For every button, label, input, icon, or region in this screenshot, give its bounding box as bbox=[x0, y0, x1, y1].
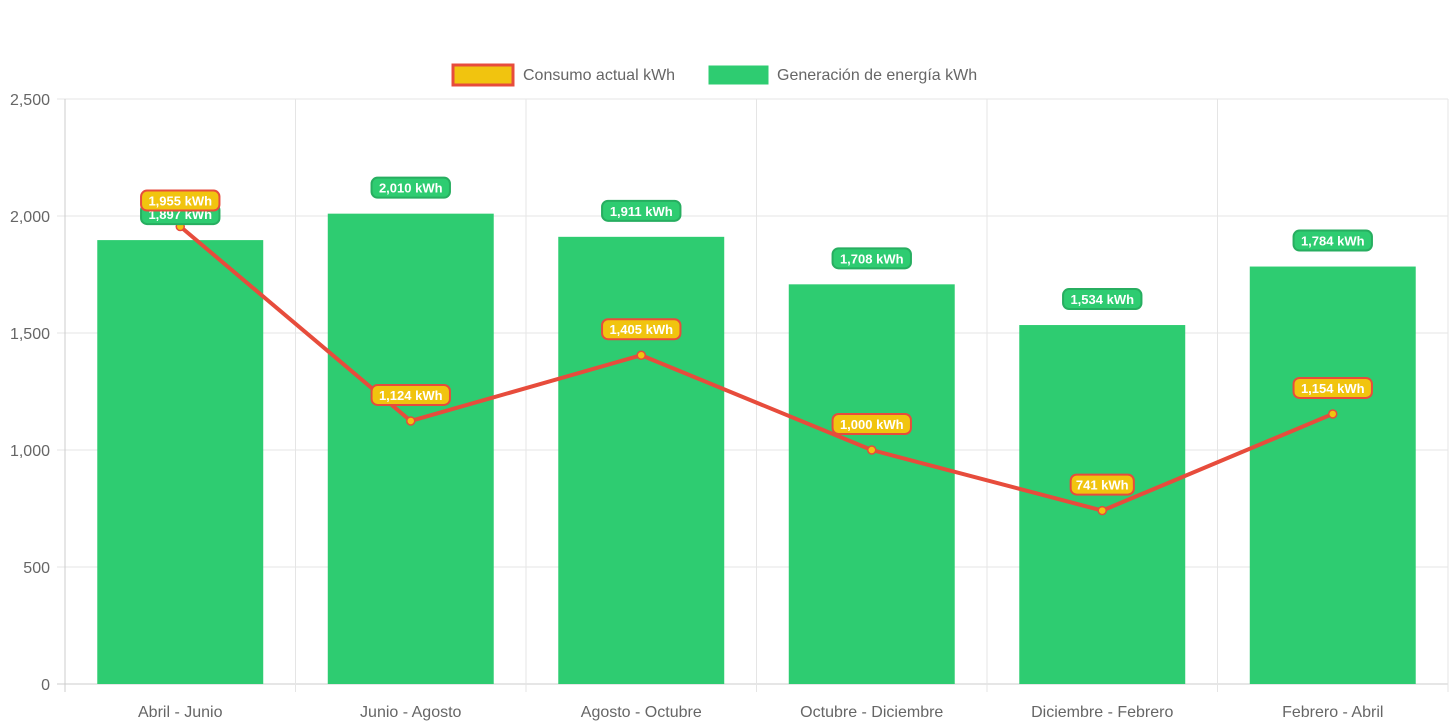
line-data-label: 1,124 kWh bbox=[370, 383, 451, 406]
line-data-label-text: 741 kWh bbox=[1076, 478, 1129, 493]
bar bbox=[788, 284, 955, 684]
bar-data-label-bg bbox=[1292, 229, 1373, 252]
line-data-label-text: 1,000 kWh bbox=[840, 417, 904, 432]
bar-data-label-bg bbox=[601, 199, 682, 222]
x-tick-label: Junio - Agosto bbox=[360, 704, 462, 721]
bar bbox=[97, 240, 264, 685]
bar bbox=[1249, 266, 1416, 684]
line-data-label-bg bbox=[601, 318, 682, 341]
line-data-label-bg bbox=[1069, 473, 1135, 496]
line-data-label: 741 kWh bbox=[1069, 473, 1135, 496]
x-tick-label: Febrero - Abril bbox=[1282, 704, 1383, 721]
y-tick-label: 1,000 bbox=[10, 443, 50, 460]
bar-data-label-bg bbox=[370, 176, 451, 199]
line-data-label: 1,955 kWh bbox=[140, 189, 221, 212]
bar-data-label-text: 1,911 kWh bbox=[610, 204, 673, 219]
y-tick-label: 2,000 bbox=[10, 209, 50, 226]
x-tick-label: Abril - Junio bbox=[138, 704, 223, 721]
line-data-label-text: 1,154 kWh bbox=[1301, 381, 1365, 396]
line-data-label-text: 1,124 kWh bbox=[379, 388, 443, 403]
bars bbox=[97, 213, 1416, 685]
bar-data-label: 1,534 kWh bbox=[1062, 288, 1143, 311]
y-tick-label: 0 bbox=[41, 677, 50, 694]
bar-data-label-bg bbox=[831, 247, 912, 270]
line-data-label: 1,405 kWh bbox=[601, 318, 682, 341]
line-point bbox=[636, 350, 646, 360]
legend-swatch-consumo[interactable] bbox=[451, 63, 515, 87]
grid bbox=[57, 98, 1449, 692]
legend-swatch-generacion[interactable] bbox=[708, 65, 769, 85]
y-tick-label: 1,500 bbox=[10, 326, 50, 343]
line-data-label: 1,154 kWh bbox=[1292, 376, 1373, 399]
bar-data-label: 1,784 kWh bbox=[1292, 229, 1373, 252]
bar-data-label-text: 1,784 kWh bbox=[1301, 234, 1365, 249]
legend-label-generacion[interactable]: Generación de energía kWh bbox=[777, 67, 977, 84]
line-data-label-text: 1,405 kWh bbox=[609, 322, 673, 337]
bar-data-label-text: 1,708 kWh bbox=[840, 251, 904, 266]
bar-data-label-text: 1,534 kWh bbox=[1070, 292, 1134, 307]
bar bbox=[327, 213, 494, 684]
line-data-label: 1,000 kWh bbox=[831, 413, 912, 435]
bar-data-label: 2,010 kWh bbox=[370, 176, 451, 199]
line-point bbox=[406, 416, 416, 426]
line-data-label-text: 1,955 kWh bbox=[148, 194, 212, 209]
bar bbox=[1019, 325, 1186, 684]
bar-data-label: 1,911 kWh bbox=[601, 199, 682, 222]
y-tick-label: 500 bbox=[23, 560, 50, 577]
y-tick-label: 2,500 bbox=[10, 92, 50, 109]
x-tick-label: Octubre - Diciembre bbox=[800, 704, 943, 721]
x-tick-label: Diciembre - Febrero bbox=[1031, 704, 1173, 721]
line-point bbox=[867, 445, 877, 455]
bar-data-label: 1,708 kWh bbox=[831, 247, 912, 270]
bar-data-label-text: 2,010 kWh bbox=[379, 181, 443, 196]
line-point bbox=[1328, 409, 1338, 419]
line-data-label-bg bbox=[370, 383, 451, 406]
line-data-label-bg bbox=[831, 413, 912, 435]
legend-label-consumo[interactable]: Consumo actual kWh bbox=[523, 67, 675, 84]
bar-data-label-bg bbox=[1062, 288, 1143, 311]
line-point bbox=[1097, 505, 1107, 516]
y-axis: 0 500 1,000 1,500 2,000 2,500 bbox=[10, 92, 50, 694]
legend[interactable]: Consumo actual kWh Generación de energía… bbox=[451, 63, 977, 87]
x-axis: Abril - Junio Junio - Agosto Agosto - Octu… bbox=[138, 704, 1383, 721]
line-data-label-bg bbox=[1292, 376, 1373, 399]
line-data-label-bg bbox=[140, 189, 221, 212]
bar bbox=[558, 236, 725, 685]
x-tick-label: Agosto - Octubre bbox=[581, 704, 702, 721]
